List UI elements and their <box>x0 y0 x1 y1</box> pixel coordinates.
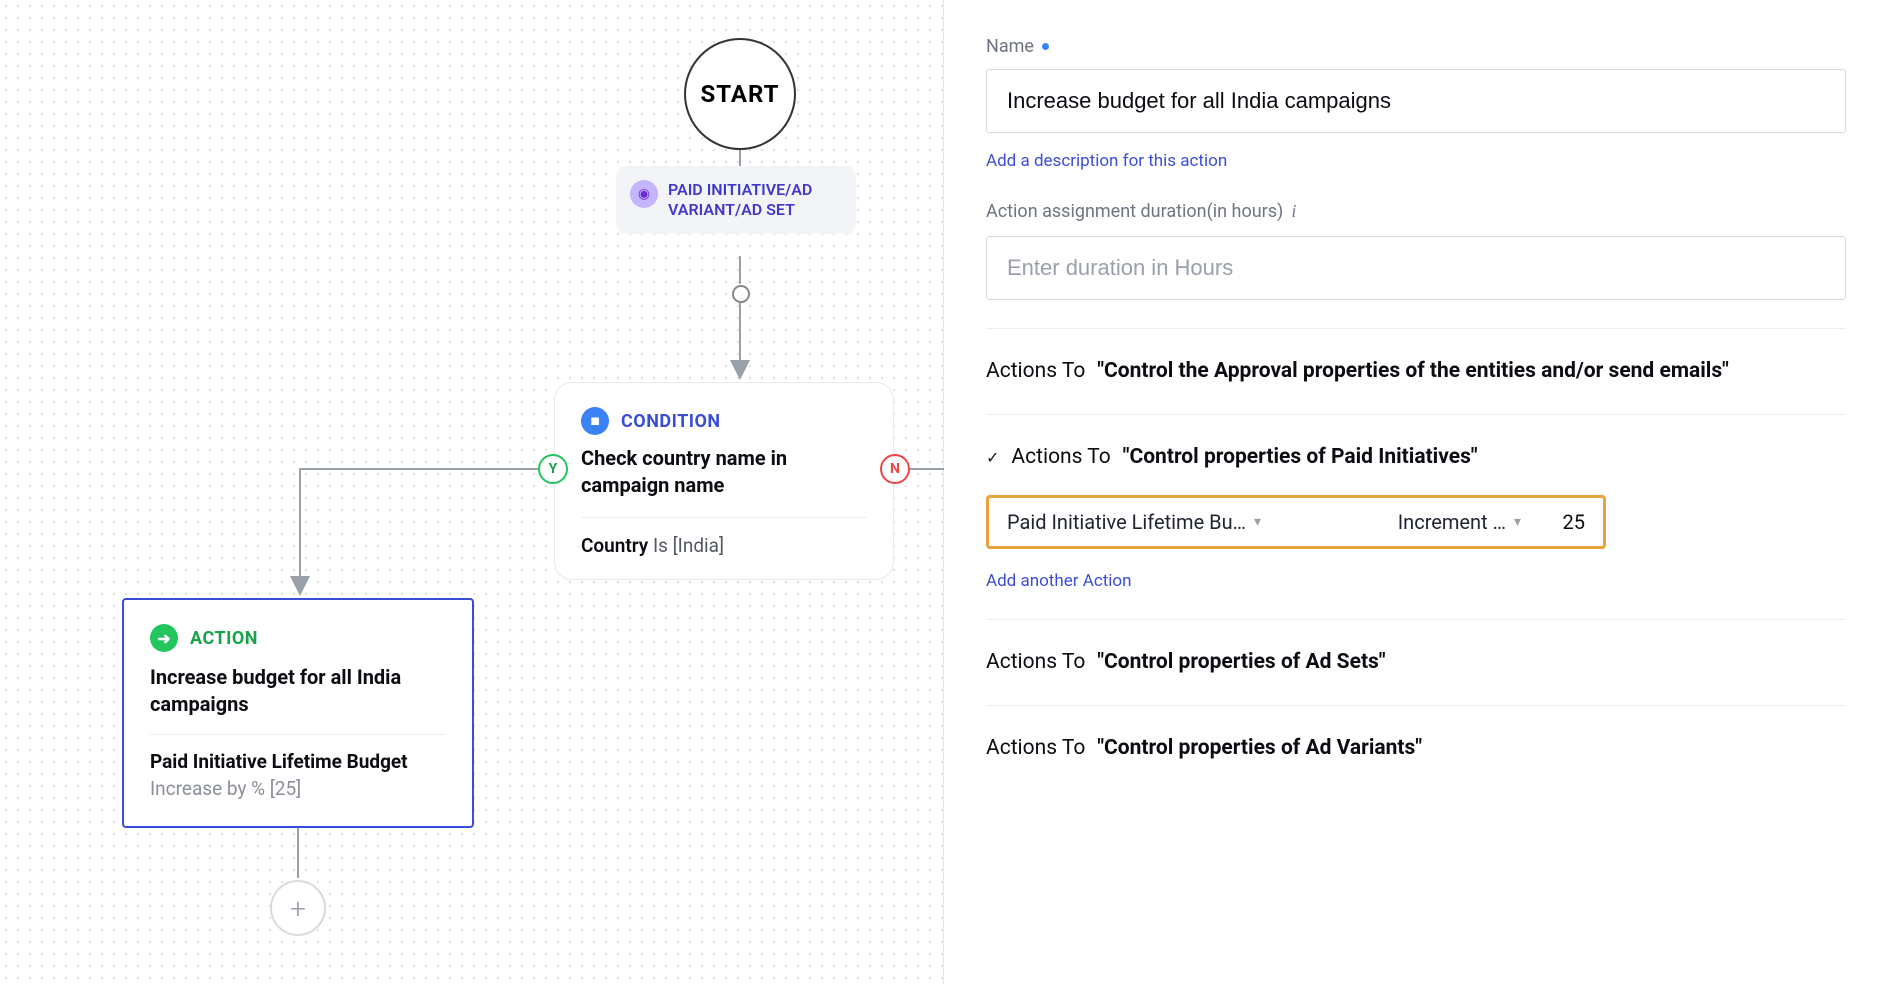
property-select[interactable]: Paid Initiative Lifetime Bu… ▾ <box>1007 510 1374 534</box>
operation-select[interactable]: Increment … ▾ <box>1398 510 1521 534</box>
action-tag: ACTION <box>190 628 258 649</box>
divider <box>986 328 1846 329</box>
condition-icon: ◆ <box>581 407 609 435</box>
chevron-down-icon: ▾ <box>1514 514 1521 530</box>
connector-dot <box>732 285 750 303</box>
start-node[interactable]: START <box>684 38 796 150</box>
action-node[interactable]: ➜ ACTION Increase budget for all India c… <box>122 598 474 828</box>
action-title: Increase budget for all India campaigns <box>150 664 446 718</box>
add-another-action-link[interactable]: Add another Action <box>986 571 1132 591</box>
name-label: Name <box>986 36 1846 57</box>
details-panel: Name Add a description for this action A… <box>944 0 1886 984</box>
action-icon: ➜ <box>150 624 178 652</box>
divider <box>581 517 867 518</box>
section-ad-variants[interactable]: Actions To "Control properties of Ad Var… <box>986 734 1846 763</box>
flow-canvas[interactable]: START ◉ PAID INITIATIVE/AD VARIANT/AD SE… <box>0 0 944 984</box>
entity-icon: ◉ <box>630 180 658 208</box>
branch-no-badge[interactable]: N <box>880 454 910 484</box>
action-summary: Paid Initiative Lifetime Budget Increase… <box>150 749 446 802</box>
chevron-down-icon: ▾ <box>1254 514 1261 530</box>
action-config-row: Paid Initiative Lifetime Bu… ▾ Increment… <box>986 495 1606 549</box>
start-label: START <box>700 80 779 108</box>
check-icon: ✓ <box>986 447 999 469</box>
condition-summary: Country Is [India] <box>581 534 867 557</box>
value-input[interactable]: 25 <box>1545 510 1585 534</box>
required-indicator <box>1042 43 1049 50</box>
duration-label: Action assignment duration(in hours) i <box>986 201 1846 222</box>
divider <box>986 705 1846 706</box>
condition-node[interactable]: ◆ CONDITION Check country name in campai… <box>554 382 894 580</box>
branch-yes-badge[interactable]: Y <box>538 454 568 484</box>
divider <box>986 414 1846 415</box>
condition-title: Check country name in campaign name <box>581 445 867 499</box>
add-description-link[interactable]: Add a description for this action <box>986 151 1227 171</box>
workspace: START ◉ PAID INITIATIVE/AD VARIANT/AD SE… <box>0 0 1886 984</box>
name-input[interactable] <box>986 69 1846 133</box>
duration-input[interactable] <box>986 236 1846 300</box>
section-ad-sets[interactable]: Actions To "Control properties of Ad Set… <box>986 648 1846 677</box>
add-node-button[interactable]: + <box>270 880 326 936</box>
info-icon[interactable]: i <box>1291 201 1296 222</box>
entity-chip[interactable]: ◉ PAID INITIATIVE/AD VARIANT/AD SET <box>616 166 856 234</box>
divider <box>986 619 1846 620</box>
condition-tag: CONDITION <box>621 411 721 432</box>
divider <box>150 734 446 735</box>
entity-chip-text: PAID INITIATIVE/AD VARIANT/AD SET <box>668 180 838 220</box>
section-approval[interactable]: Actions To "Control the Approval propert… <box>986 357 1846 386</box>
section-paid-initiatives[interactable]: ✓ Actions To "Control properties of Paid… <box>986 443 1846 472</box>
plus-icon: + <box>290 892 306 925</box>
